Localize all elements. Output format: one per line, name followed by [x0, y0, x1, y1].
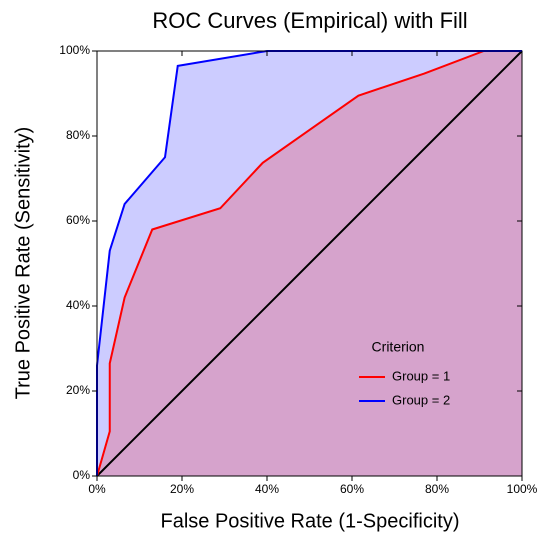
x-tick-label: 20%	[170, 482, 194, 496]
x-tick-label: 60%	[340, 482, 364, 496]
roc-curve	[96, 50, 522, 476]
x-tick-label: 100%	[507, 482, 538, 496]
roc-curve	[96, 50, 522, 477]
legend-title: Criterion	[372, 339, 425, 355]
reference-diagonal	[96, 50, 523, 477]
plot-area: 0% 20% 40% 60% 80% 100% 0% 20% 40% 60% 80% 100% Crit…	[59, 43, 537, 496]
legend: Criterion Group = 1 Group = 2	[359, 339, 450, 407]
plot-frame	[96, 50, 523, 477]
x-axis-label: False Positive Rate (1-Specificity)	[161, 510, 460, 532]
y-tick-label: 100%	[59, 43, 90, 57]
x-tick-label: 40%	[255, 482, 279, 496]
chart-title: ROC Curves (Empirical) with Fill	[152, 8, 467, 33]
y-tick-label: 80%	[66, 128, 90, 142]
y-tick-label: 0%	[73, 468, 91, 482]
legend-label: Group = 2	[392, 392, 450, 407]
y-tick-label: 60%	[66, 213, 90, 227]
y-tick-label: 20%	[66, 383, 90, 397]
y-tick-label: 40%	[66, 298, 90, 312]
x-tick-label: 80%	[425, 482, 449, 496]
x-tick-label: 0%	[88, 482, 106, 496]
legend-label: Group = 1	[392, 368, 450, 383]
y-axis-label: True Positive Rate (Sensitivity)	[12, 127, 34, 400]
